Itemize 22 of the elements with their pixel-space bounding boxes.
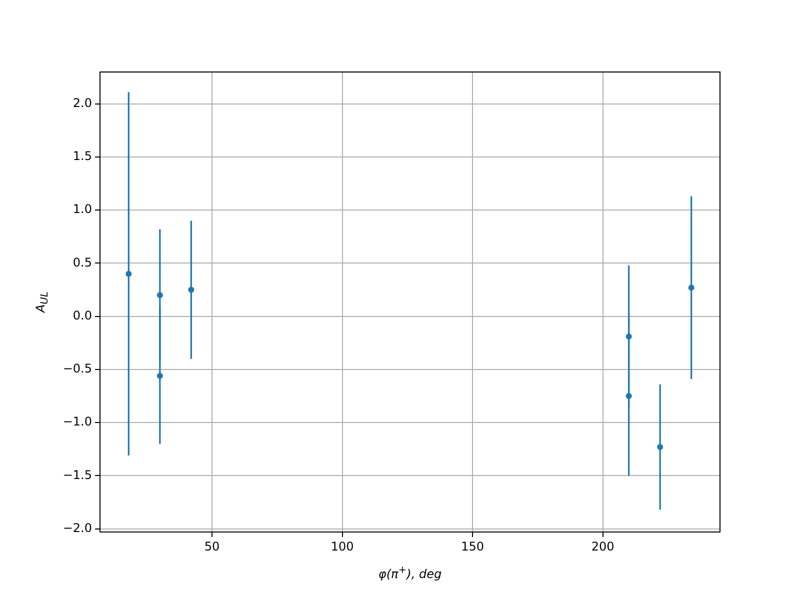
x-tick-label: 200 (591, 539, 614, 554)
point (626, 393, 632, 400)
x-tick-label: 100 (330, 539, 354, 554)
y-tick-label: −1.5 (62, 468, 92, 482)
x-tick-label: 150 (461, 539, 484, 554)
y-tick-label: −1.0 (62, 414, 92, 429)
point (188, 286, 194, 293)
point (688, 284, 694, 291)
x-tick-label: 50 (204, 539, 220, 554)
point (156, 292, 163, 298)
x-axis-title: φ(π$^{+}$), deg (377, 565, 443, 581)
point (126, 270, 132, 277)
y-tick-label: 2.0 (72, 96, 92, 110)
y-tick-label: 0.5 (72, 255, 92, 270)
y-tick-label: 1.5 (72, 149, 92, 164)
y-tick-label: −2.0 (62, 520, 92, 535)
y-tick-label: 1.0 (72, 202, 92, 216)
y-tick-label: 0.0 (72, 308, 92, 322)
y-tick-label: −0.5 (62, 362, 92, 376)
point (626, 334, 632, 340)
point (657, 444, 664, 450)
point (156, 372, 163, 379)
